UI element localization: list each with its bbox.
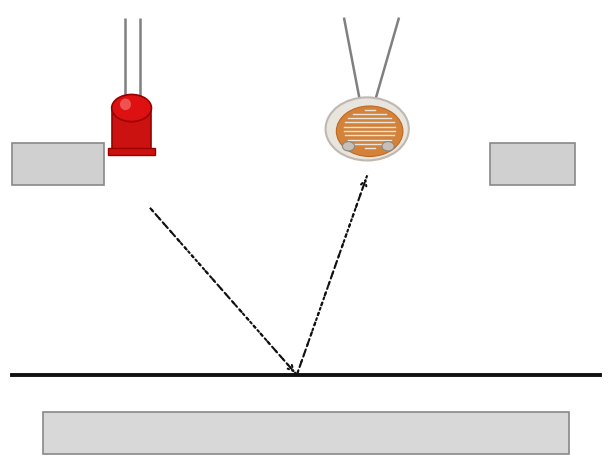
Text: Any plane surface: Any plane surface [218, 424, 394, 442]
FancyBboxPatch shape [108, 149, 155, 156]
Circle shape [337, 107, 403, 157]
FancyBboxPatch shape [111, 109, 152, 150]
FancyBboxPatch shape [12, 144, 104, 185]
Text: LED: LED [40, 156, 76, 173]
Circle shape [342, 142, 354, 151]
FancyBboxPatch shape [43, 412, 569, 454]
Text: LDR: LDR [514, 156, 551, 173]
Circle shape [326, 98, 409, 161]
Ellipse shape [111, 95, 151, 122]
Circle shape [382, 142, 394, 151]
Ellipse shape [120, 99, 131, 111]
FancyBboxPatch shape [490, 144, 575, 185]
